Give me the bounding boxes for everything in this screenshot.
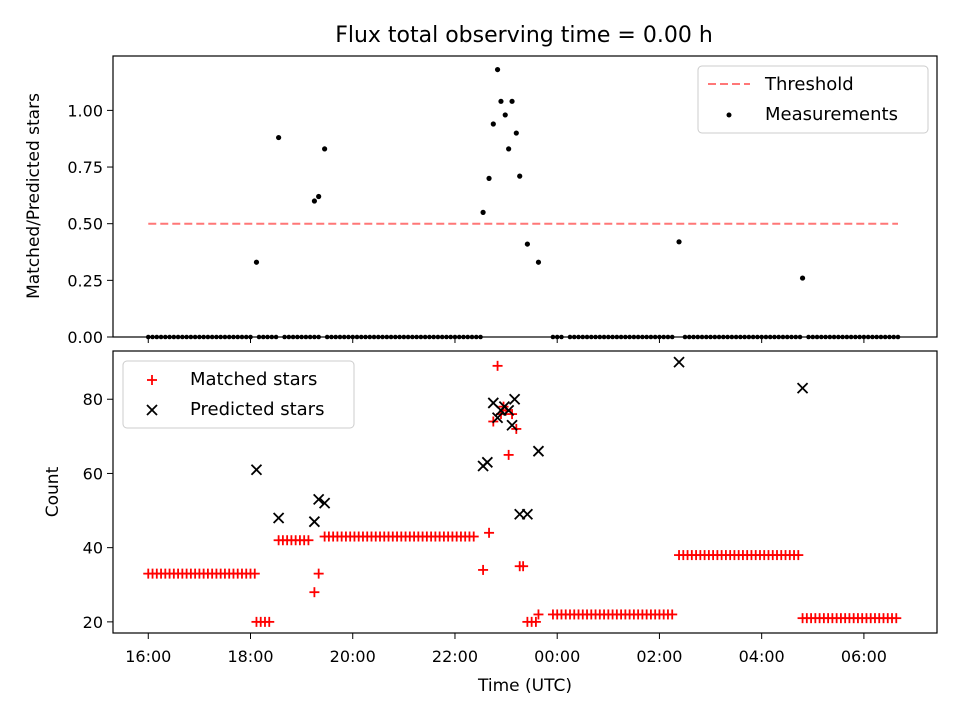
predicted-star-point <box>508 393 521 405</box>
x-tick-label: 06:00 <box>841 647 887 666</box>
top-x-axis <box>147 337 865 343</box>
matched-star-point <box>249 568 260 579</box>
matched-star-point <box>533 609 544 620</box>
top-y-tick-label: 1.00 <box>67 101 103 120</box>
measurement-point <box>509 98 515 104</box>
predicted-star-point <box>318 497 331 509</box>
measurement-point <box>316 193 322 200</box>
predicted-star-point <box>532 445 545 457</box>
measurement-point <box>676 239 682 245</box>
top-legend: Threshold Measurements <box>697 65 929 134</box>
x-tick-label: 20:00 <box>330 647 376 666</box>
top-y-tick-label: 0.75 <box>67 158 103 177</box>
x-tick-label: 04:00 <box>739 647 785 666</box>
top-axes-frame <box>112 55 938 338</box>
measurement-point <box>480 209 486 215</box>
matched-star-point <box>303 535 314 546</box>
matched-star-point <box>309 587 320 598</box>
matched-star-point <box>793 550 804 561</box>
bottom-y-axis: 20 40 60 80 <box>83 390 113 632</box>
matched-star-point <box>667 609 678 620</box>
predicted-star-point <box>250 464 263 476</box>
bottom-y-tick-label: 40 <box>83 539 103 558</box>
predicted-star-point <box>272 512 285 524</box>
bottom-x-axis: 16:00 18:00 20:00 22:00 00:00 02:00 04:00 06:00 <box>125 633 887 666</box>
predicted-star-point <box>796 382 809 394</box>
predicted-star-point <box>503 404 515 417</box>
matched-star-point <box>492 360 503 371</box>
measurement-point <box>524 241 530 247</box>
bottom-y-tick-label: 60 <box>83 464 103 483</box>
matched-star-point <box>503 449 514 460</box>
top-y-tick-label: 0.25 <box>67 271 103 290</box>
top-y-tick-label: 0.50 <box>67 215 103 234</box>
top-y-axis: 0.00 0.25 0.50 0.75 1.00 <box>67 101 113 347</box>
predicted-star-point <box>506 419 518 431</box>
measurement-point <box>535 259 542 265</box>
threshold-legend-label: Threshold <box>764 74 854 95</box>
x-axis-label: Time (UTC) <box>477 676 572 696</box>
matched-star-point <box>478 564 489 575</box>
top-y-axis-label: Matched/Predicted stars <box>24 93 44 299</box>
x-tick-label: 18:00 <box>227 647 273 666</box>
measurement-point <box>490 121 496 127</box>
measurement-point <box>494 66 501 73</box>
predicted-star-point <box>308 516 321 528</box>
predicted-star-point <box>673 356 685 368</box>
measurement-point <box>276 134 282 141</box>
measurement-point <box>517 173 523 179</box>
bottom-axes-frame <box>112 350 938 634</box>
bottom-plot-area <box>143 356 902 627</box>
matched-star-point <box>313 568 324 579</box>
x-tick-label: 16:00 <box>125 647 171 666</box>
matched-legend-label: Matched stars <box>190 369 317 390</box>
matched-star-point <box>518 561 529 572</box>
bottom-legend: Matched stars Predicted stars <box>122 360 355 429</box>
x-tick-label: 00:00 <box>534 647 580 666</box>
measurement-point <box>486 175 492 181</box>
bottom-panel: 20 40 60 80 16:00 18:00 20:00 22:00 00:00 02:00 0… <box>43 350 938 696</box>
x-tick-label: 02:00 <box>636 647 682 666</box>
bottom-y-tick-label: 80 <box>83 390 103 409</box>
matched-star-point <box>468 531 479 542</box>
top-legend-box <box>697 65 929 134</box>
predicted-legend-label: Predicted stars <box>190 399 324 420</box>
measurements-legend-swatch <box>726 112 732 118</box>
matched-star-point <box>891 613 902 624</box>
matched-star-point <box>484 527 495 538</box>
chart-title: Flux total observing time = 0.00 h <box>335 23 713 48</box>
top-panel: 0.00 0.25 0.50 0.75 1.00 Matched/Predicted s… <box>24 55 938 347</box>
predicted-legend-swatch <box>146 404 158 416</box>
measurement-point <box>502 112 508 118</box>
predicted-star-point <box>313 493 325 506</box>
measurement-point <box>799 275 806 281</box>
predicted-star-point <box>491 412 504 424</box>
measurement-point <box>498 98 504 104</box>
matched-legend-swatch <box>147 375 157 385</box>
top-y-tick-label: 0.00 <box>67 328 103 347</box>
predicted-star-point <box>481 456 493 468</box>
bottom-y-tick-label: 20 <box>83 613 103 632</box>
measurement-point <box>322 146 328 152</box>
matched-star-point <box>530 616 541 627</box>
measurement-point <box>506 146 512 152</box>
predicted-star-point <box>521 508 534 520</box>
measurements-legend-label: Measurements <box>765 104 898 125</box>
bottom-y-axis-label: Count <box>43 466 63 517</box>
measurement-point <box>253 259 260 265</box>
x-tick-label: 22:00 <box>432 647 478 666</box>
measurement-point <box>311 198 317 204</box>
measurement-point <box>513 130 519 136</box>
bottom-legend-box <box>122 360 355 429</box>
matched-star-point <box>264 616 275 627</box>
